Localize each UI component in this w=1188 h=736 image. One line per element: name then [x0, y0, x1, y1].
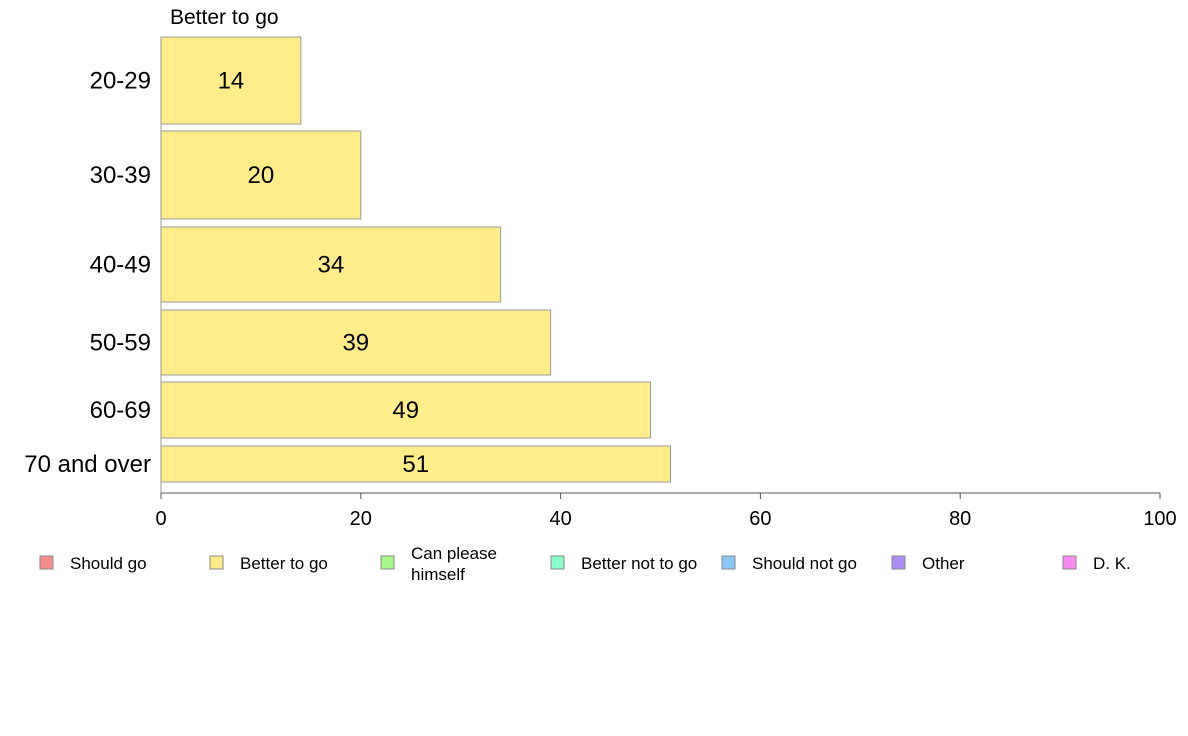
category-label: 30-39 [90, 162, 151, 189]
x-tick-label: 100 [1143, 508, 1176, 530]
legend-item-other: Other [891, 554, 965, 573]
legend-item-can-please-himself: Can please himself [380, 544, 497, 584]
bar-data-label: 14 [218, 68, 245, 95]
bar-data-label: 49 [392, 397, 419, 424]
legend-item-better-to-go: Better to go [209, 554, 328, 573]
bar-50-59 [160, 309, 552, 376]
bar-30-39 [160, 130, 362, 220]
bar-data-label: 39 [342, 330, 369, 357]
category-label: 70 and over [24, 451, 151, 478]
bar-data-label: 51 [402, 451, 429, 478]
bar-40-49 [160, 226, 502, 303]
chart-title: Better to go [170, 6, 279, 29]
legend-label: Should not go [752, 554, 857, 573]
bar-60-69 [160, 381, 652, 439]
x-tick-label: 60 [749, 508, 771, 530]
bar-data-label: 20 [248, 162, 275, 189]
x-tick-label: 0 [155, 508, 166, 530]
legend-swatch [380, 555, 395, 570]
legend-item-d-k: D. K. [1062, 554, 1131, 573]
category-label: 20-29 [90, 68, 151, 95]
category-label: 60-69 [90, 397, 151, 424]
legend-item-should-not-go: Should not go [721, 554, 857, 573]
legend-label: Should go [70, 554, 147, 573]
category-label: 50-59 [90, 330, 151, 357]
legend: Should go Better to go Can please himself Be… [39, 544, 1131, 584]
legend-label: Better to go [240, 554, 328, 573]
bar-data-label: 34 [317, 252, 344, 279]
legend-swatch [891, 555, 906, 570]
legend-swatch [550, 555, 565, 570]
legend-label: Better not to go [581, 554, 697, 573]
x-axis: 0 20 40 60 80 100 [155, 37, 1177, 530]
x-tick-label: 40 [549, 508, 571, 530]
legend-label: Can please himself [411, 544, 497, 584]
x-tick-label: 80 [949, 508, 971, 530]
bar-20-29 [160, 36, 302, 125]
category-label: 40-49 [90, 252, 151, 279]
legend-swatch [1062, 555, 1077, 570]
legend-label: Other [922, 554, 965, 573]
x-tick-label: 20 [350, 508, 372, 530]
legend-item-should-go: Should go [39, 554, 147, 573]
legend-item-better-not-to-go: Better not to go [550, 554, 697, 573]
bar-70-and-over [160, 445, 671, 483]
legend-label: D. K. [1093, 554, 1131, 573]
legend-swatch [721, 555, 736, 570]
legend-swatch [209, 555, 224, 570]
bars-group: 14 20-29 20 30-39 34 40-49 39 50-59 49 60-69 51 70 … [24, 36, 671, 483]
legend-swatch [39, 555, 54, 570]
